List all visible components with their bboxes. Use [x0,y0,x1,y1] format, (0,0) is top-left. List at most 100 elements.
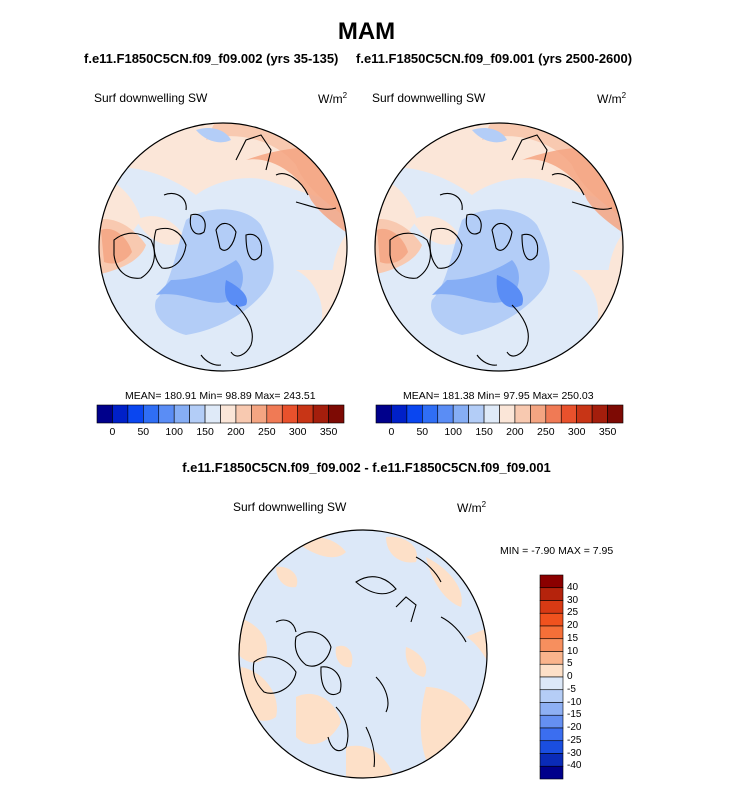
variable-label-1: Surf downwelling SW [94,91,208,105]
colorbar-swatch [251,404,268,424]
colorbar-swatch [539,689,564,703]
colorbar-2 [375,404,624,424]
colorbar-swatch [539,612,564,627]
colorbar-swatch [112,404,129,424]
colorbar-swatch [539,651,564,665]
colorbar-2-tick-label: 0 [388,426,395,438]
units-label-2: W/m2 [597,91,627,106]
polar-map-2 [374,122,624,372]
colorbar-swatch [391,404,408,424]
colorbar-swatch [158,404,175,424]
colorbar-3-tick-label: -10 [567,696,582,708]
case-title-right: f.e11.F1850C5CN.f09_f09.001 (yrs 2500-26… [356,51,633,66]
colorbar-3-tick-label: 20 [567,620,579,631]
stats-label-1: MEAN= 180.91 Min= 98.89 Max= 243.51 [125,390,316,402]
colorbar-swatch [576,404,593,424]
colorbar-swatch [539,753,564,767]
units-label-3: W/m2 [457,500,487,515]
colorbar-swatch [468,404,485,424]
stats-label-3: MIN = -7.90 MAX = 7.95 [500,545,614,557]
colorbar-swatch [422,404,439,424]
colorbar-3-tick-label: -20 [567,722,582,733]
colorbar-swatch [560,404,577,424]
colorbar-swatch [312,404,329,424]
colorbar-swatch [406,404,423,424]
colorbar-swatch [281,404,298,424]
colorbar-1-tick-label: 50 [137,426,150,438]
colorbar-3-tick-label: 30 [567,594,579,606]
colorbar-1-tick-label: 150 [196,426,214,438]
colorbar-3 [539,574,564,780]
colorbar-swatch [328,404,345,424]
colorbar-2-tick-label: 250 [537,426,555,438]
colorbar-3-tick-label: -40 [567,760,582,772]
page-title: MAM [337,18,396,45]
colorbar-1 [96,404,345,424]
colorbar-swatch [539,600,564,614]
colorbar-3-tick-label: 0 [567,671,573,682]
colorbar-swatch [539,702,564,716]
colorbar-2-tick-label: 100 [444,426,462,438]
polar-map-3 [238,529,488,779]
colorbar-swatch [539,638,564,652]
colorbar-swatch [483,404,500,424]
colorbar-swatch [514,404,531,424]
colorbar-3-tick-label: 25 [567,607,579,619]
colorbar-1-tick-label: 250 [258,426,276,438]
colorbar-3-tick-label: 10 [567,645,579,657]
variable-label-3: Surf downwelling SW [233,500,347,514]
colorbar-swatch [266,404,283,424]
colorbar-1-tick-label: 300 [288,426,307,438]
colorbar-2-tick-label: 300 [567,426,586,438]
colorbar-3-tick-label: -5 [567,683,576,695]
colorbar-swatch [539,663,564,678]
colorbar-swatch [539,625,564,640]
colorbar-swatch [530,404,547,424]
colorbar-2-labels: 0 50 100 150 200 250 300 350 [376,426,623,440]
colorbar-3-tick-label: -25 [567,734,582,746]
colorbar-1-labels: 0 50 100 150 200 250 300 350 [97,426,344,440]
case-title-left: f.e11.F1850C5CN.f09_f09.002 (yrs 35-135) [84,51,339,66]
colorbar-swatch [539,714,564,729]
colorbar-swatch [591,404,608,424]
colorbar-swatch [375,404,392,424]
colorbar-1-tick-label: 0 [109,426,116,438]
colorbar-2-tick-label: 50 [416,426,429,438]
polar-map-1 [98,122,348,372]
colorbar-swatch [96,404,113,424]
colorbar-swatch [539,574,564,589]
colorbar-2-tick-label: 200 [506,426,524,438]
colorbar-3-tick-label: -15 [567,709,582,721]
colorbar-3-tick-label: 15 [567,632,579,644]
colorbar-swatch [539,587,564,601]
colorbar-swatch [452,404,469,424]
stats-label-2: MEAN= 181.38 Min= 97.95 Max= 250.03 [403,390,594,402]
colorbar-swatch [545,404,562,424]
colorbar-swatch [539,676,564,691]
colorbar-swatch [189,404,206,424]
colorbar-swatch [499,404,516,424]
colorbar-swatch [235,404,252,424]
colorbar-1-tick-label: 200 [227,426,245,438]
colorbar-swatch [607,404,624,424]
diff-title: f.e11.F1850C5CN.f09_f09.002 - f.e11.F185… [182,460,551,475]
colorbar-swatch [127,404,144,424]
colorbar-swatch [539,727,564,742]
colorbar-swatch [539,740,564,754]
colorbar-swatch [173,404,190,424]
colorbar-3-tick-label: -30 [567,747,582,759]
units-label-1: W/m2 [318,91,348,106]
colorbar-1-tick-label: 350 [319,426,338,438]
colorbar-swatch [297,404,314,424]
variable-label-2: Surf downwelling SW [372,91,486,105]
colorbar-swatch [143,404,160,424]
colorbar-3-tick-label: 40 [567,581,579,593]
colorbar-3-labels: 40 30 25 20 15 10 5 0 -5 -10 -15 -20 -25… [567,575,607,779]
colorbar-swatch [220,404,237,424]
colorbar-swatch [437,404,454,424]
colorbar-swatch [204,404,221,424]
colorbar-2-tick-label: 350 [598,426,617,438]
colorbar-1-tick-label: 100 [165,426,183,438]
colorbar-3-tick-label: 5 [567,658,573,670]
colorbar-swatch [539,765,564,780]
